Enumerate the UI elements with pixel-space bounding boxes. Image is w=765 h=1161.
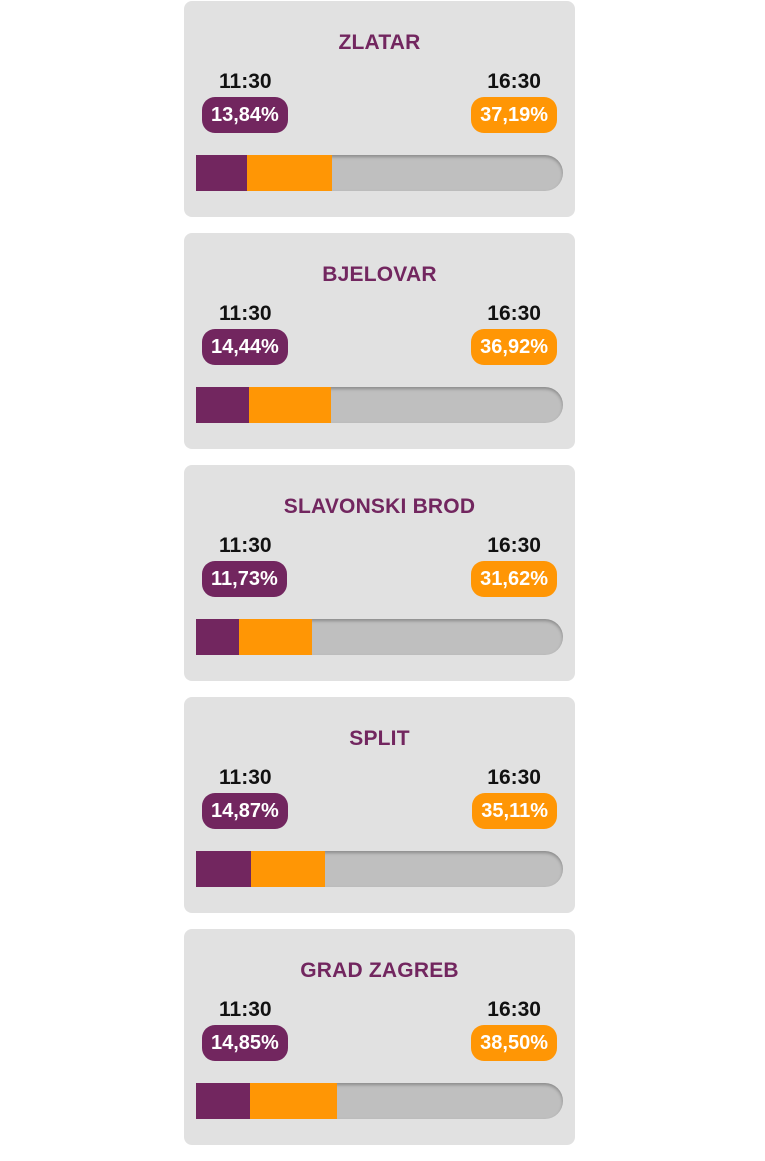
late-turnout-badge: 37,19% <box>471 97 557 133</box>
early-turnout-bar-segment <box>196 851 251 887</box>
turnout-card: ZLATAR 11:30 16:30 13,84% 37,19% <box>184 1 575 217</box>
early-turnout-bar-segment <box>196 1083 251 1119</box>
early-turnout-bar-segment <box>196 387 249 423</box>
late-time-label: 16:30 <box>487 766 541 789</box>
late-turnout-badge: 31,62% <box>471 561 557 597</box>
early-turnout-badge: 11,73% <box>202 561 287 597</box>
city-title: ZLATAR <box>338 31 421 54</box>
late-turnout-bar-segment <box>250 851 325 887</box>
late-time-label: 16:30 <box>487 998 541 1021</box>
late-time-label: 16:30 <box>487 302 541 325</box>
late-time-label: 16:30 <box>487 534 541 557</box>
early-time-label: 11:30 <box>219 766 272 789</box>
late-turnout-bar-segment <box>246 155 333 191</box>
early-time-label: 11:30 <box>219 998 272 1021</box>
early-turnout-badge: 13,84% <box>202 97 288 133</box>
turnout-card: SLAVONSKI BROD 11:30 16:30 11,73% 31,62% <box>184 465 575 681</box>
late-turnout-badge: 35,11% <box>472 793 557 829</box>
turnout-card: GRAD ZAGREB 11:30 16:30 14,85% 38,50% <box>184 929 575 1145</box>
city-title: SLAVONSKI BROD <box>283 495 476 518</box>
turnout-card: BJELOVAR 11:30 16:30 14,44% 36,92% <box>184 233 575 449</box>
early-turnout-badge: 14,85% <box>202 1025 288 1061</box>
late-turnout-badge: 38,50% <box>471 1025 557 1061</box>
early-time-label: 11:30 <box>219 70 272 93</box>
early-turnout-bar-segment <box>196 619 240 655</box>
turnout-progress-bar <box>196 619 563 655</box>
city-title: GRAD ZAGREB <box>300 959 459 982</box>
late-turnout-bar-segment <box>239 619 313 655</box>
early-time-label: 11:30 <box>219 534 272 557</box>
late-time-label: 16:30 <box>487 70 541 93</box>
turnout-progress-bar <box>196 155 563 191</box>
late-turnout-bar-segment <box>248 387 332 423</box>
turnout-progress-bar <box>196 387 563 423</box>
early-turnout-bar-segment <box>196 155 247 191</box>
early-turnout-badge: 14,87% <box>202 793 288 829</box>
turnout-progress-bar <box>196 851 563 887</box>
late-turnout-badge: 36,92% <box>471 329 557 365</box>
early-turnout-badge: 14,44% <box>202 329 288 365</box>
late-turnout-bar-segment <box>250 1083 338 1119</box>
turnout-progress-bar <box>196 1083 563 1119</box>
turnout-card: SPLIT 11:30 16:30 14,87% 35,11% <box>184 697 575 913</box>
city-title: SPLIT <box>349 727 410 750</box>
city-title: BJELOVAR <box>322 263 437 286</box>
early-time-label: 11:30 <box>219 302 272 325</box>
turnout-card-list: ZLATAR 11:30 16:30 13,84% 37,19% BJELOVA… <box>184 1 575 1161</box>
